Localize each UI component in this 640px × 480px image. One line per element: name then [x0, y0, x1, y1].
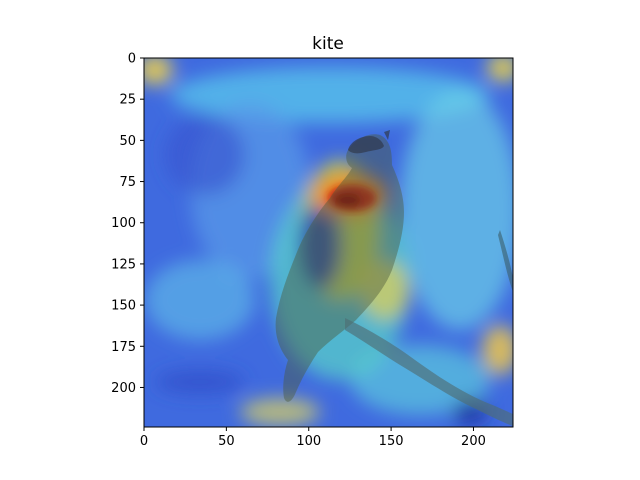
branch — [345, 230, 513, 426]
plot-title: kite — [312, 34, 344, 54]
y-axis: 0 25 50 75 100 125 150 175 200 — [111, 52, 144, 396]
y-tick-label: 75 — [119, 175, 136, 190]
heatmap-image — [144, 58, 513, 427]
y-tick-label: 125 — [111, 257, 136, 272]
y-tick-label: 175 — [111, 340, 136, 355]
x-axis: 0 50 100 150 200 — [140, 427, 486, 449]
x-tick-label: 200 — [461, 434, 486, 449]
x-tick-label: 100 — [296, 434, 321, 449]
bird-silhouette — [275, 130, 404, 402]
y-tick-label: 150 — [111, 299, 136, 314]
y-tick-label: 0 — [128, 52, 136, 67]
x-tick-label: 150 — [379, 434, 404, 449]
y-tick-label: 50 — [119, 134, 136, 149]
y-tick-label: 200 — [111, 381, 136, 396]
plot-frame — [143, 57, 514, 428]
y-tick-label: 25 — [119, 93, 136, 108]
x-tick-label: 0 — [140, 434, 148, 449]
x-tick-label: 50 — [218, 434, 235, 449]
y-tick-label: 100 — [111, 216, 136, 231]
